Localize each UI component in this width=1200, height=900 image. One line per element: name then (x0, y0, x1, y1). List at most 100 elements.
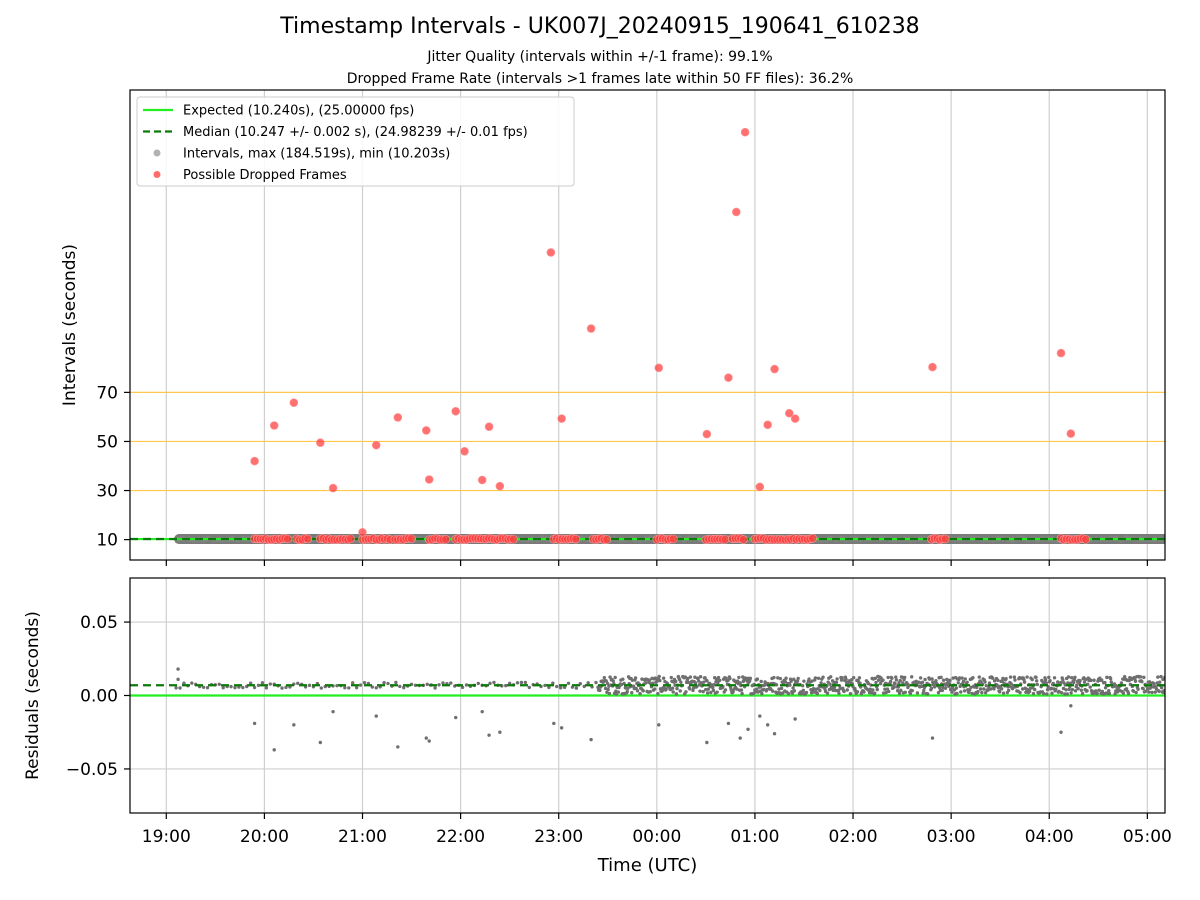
residual-point (386, 681, 390, 686)
residual-point (930, 677, 934, 681)
residual-point (1033, 687, 1037, 692)
residual-point (800, 684, 805, 688)
dropped-frame-point (731, 207, 741, 217)
residual-point (433, 686, 437, 690)
residual-point (927, 677, 932, 681)
residual-point (984, 683, 989, 688)
x-tick-label: 23:00 (534, 827, 583, 847)
residual-point (437, 683, 441, 687)
residual-point (934, 679, 938, 683)
residual-point (1142, 675, 1146, 680)
residual-point (923, 677, 927, 682)
residual-point (519, 680, 524, 685)
residual-point (961, 679, 966, 684)
residual-point (753, 690, 758, 694)
residual-point (1041, 691, 1046, 696)
residual-point (1012, 675, 1017, 679)
residual-point (480, 709, 484, 714)
residual-point (558, 686, 563, 690)
residual-point (671, 690, 675, 694)
residual-point (705, 740, 709, 745)
residual-point (951, 676, 955, 680)
residual-point (1107, 691, 1112, 696)
residual-point (1001, 691, 1006, 695)
dropped-frame-point (808, 534, 817, 543)
residual-point (656, 691, 660, 696)
residual-point (358, 683, 363, 687)
residual-point (233, 685, 237, 690)
residual-point (1073, 689, 1078, 693)
residual-point (1034, 675, 1038, 679)
residual-point (697, 679, 701, 683)
residual-point (1088, 685, 1092, 689)
residual-point (1070, 676, 1074, 680)
residual-point (855, 690, 860, 694)
residual-point (971, 676, 975, 680)
residual-point (1045, 692, 1049, 696)
residual-point (613, 675, 617, 680)
residual-point (930, 736, 935, 740)
legend (136, 96, 575, 187)
residual-point (739, 688, 744, 692)
residual-point (424, 736, 428, 740)
residual-point (241, 685, 245, 690)
residual-point (1103, 686, 1108, 690)
dropped-frame-point (407, 534, 416, 543)
residual-point (748, 676, 753, 681)
residual-point (1066, 675, 1071, 679)
residual-point (774, 683, 779, 687)
residual-point (1082, 680, 1087, 684)
residual-point (779, 686, 784, 691)
residual-point (626, 686, 630, 690)
residual-point (746, 727, 750, 731)
residual-point (1103, 680, 1107, 685)
residual-point (999, 687, 1004, 691)
residual-point (845, 688, 849, 692)
residual-point (504, 683, 508, 688)
residual-point (812, 690, 816, 694)
residual-point (292, 723, 296, 727)
residual-point (760, 691, 764, 696)
residual-point (765, 687, 769, 692)
residual-point (498, 730, 502, 734)
residual-point (594, 680, 598, 685)
residual-point (1078, 679, 1082, 683)
residual-point (696, 676, 700, 680)
residual-point (858, 681, 862, 685)
residual-point (869, 690, 874, 695)
residual-point (982, 687, 986, 691)
residual-point (1134, 690, 1138, 695)
residual-point (777, 687, 781, 691)
residual-point (895, 689, 900, 693)
residual-point (989, 687, 993, 691)
residual-point (940, 688, 945, 693)
residual-point (559, 726, 564, 730)
residual-point (1073, 675, 1077, 680)
residual-point (1027, 689, 1032, 694)
x-tick-label: 02:00 (829, 827, 878, 847)
residual-point (894, 678, 899, 682)
residual-point (1028, 686, 1033, 691)
residual-point (674, 692, 679, 696)
residual-point (873, 691, 877, 695)
residual-point (901, 681, 905, 685)
residual-point (464, 683, 469, 687)
residual-point (851, 675, 856, 680)
residual-point (1124, 687, 1129, 691)
residual-point (838, 686, 842, 691)
residual-point (686, 676, 690, 681)
residual-point (547, 685, 551, 690)
dropped-frame-point (451, 406, 461, 416)
residual-point (693, 681, 698, 685)
residual-point (898, 678, 902, 683)
residual-point (589, 737, 593, 742)
residual-point (362, 680, 367, 685)
residual-point (683, 675, 688, 679)
intervals-axes-frame (129, 89, 1166, 561)
residual-point (778, 676, 783, 681)
residual-point (920, 684, 924, 689)
residual-point (1050, 691, 1054, 695)
residual-point (894, 675, 898, 679)
residual-point (699, 681, 703, 685)
